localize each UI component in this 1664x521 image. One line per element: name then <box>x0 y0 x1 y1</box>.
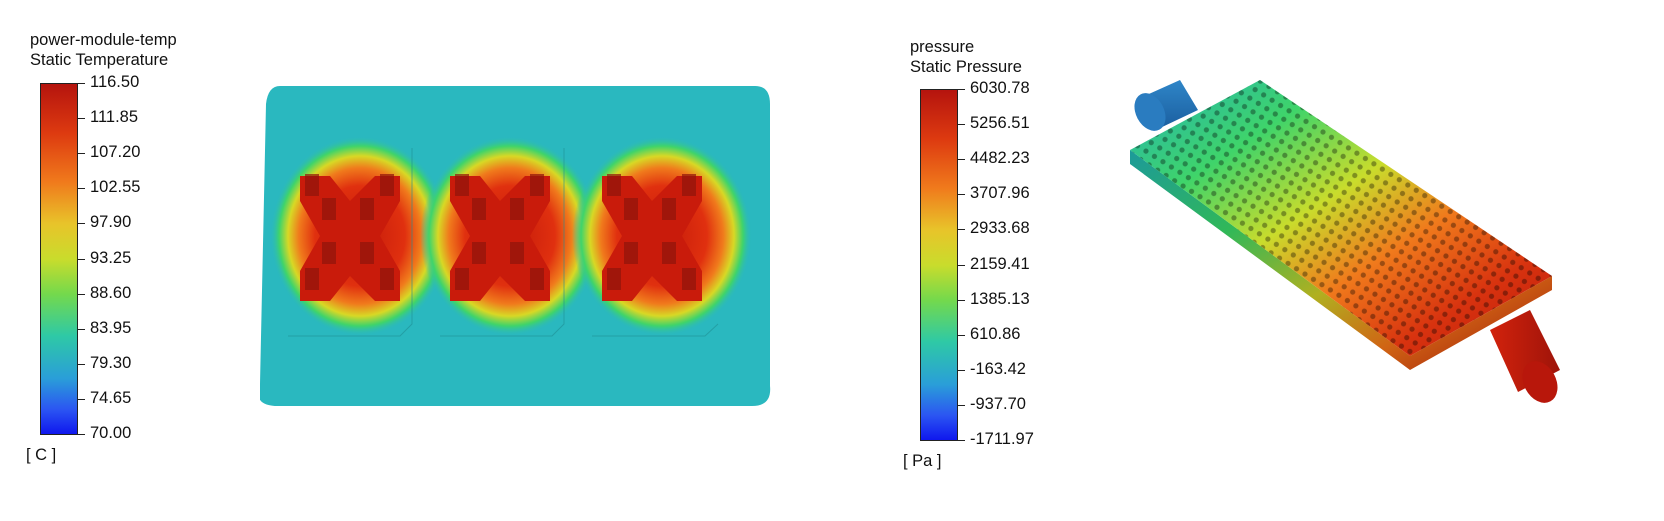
pressure-legend-title: pressure Static Pressure <box>910 37 1022 77</box>
pressure-unit: [ Pa ] <box>903 452 942 470</box>
pressure-ticks: 6030.78 5256.51 4482.23 3707.96 2933.68 … <box>958 79 1078 448</box>
pressure-contour-plot <box>1130 80 1560 403</box>
pressure-tick-label: -163.42 <box>970 360 1026 378</box>
outlet-pipe <box>1490 310 1560 403</box>
temperature-tick-label: 70.00 <box>90 424 132 442</box>
pressure-legend-line2: Static Pressure <box>910 58 1022 76</box>
temperature-legend-line2: Static Temperature <box>30 51 169 69</box>
temperature-legend-line1: power-module-temp <box>30 31 177 49</box>
temperature-tick-label: 93.25 <box>90 249 132 267</box>
pressure-tick-label: 2933.68 <box>970 219 1030 237</box>
pressure-legend-line1: pressure <box>910 38 975 56</box>
temperature-unit: [ C ] <box>26 446 57 464</box>
pressure-tick-label: 1385.13 <box>970 290 1030 308</box>
pressure-tick-label: 6030.78 <box>970 79 1030 97</box>
temperature-colorbar <box>40 83 78 435</box>
pressure-tick-label: -1711.97 <box>970 430 1034 448</box>
pressure-tick-label: 610.86 <box>970 325 1021 343</box>
temperature-tick-label: 74.65 <box>90 389 132 407</box>
temperature-ticks: 116.50 111.85 107.20 102.55 97.90 93.25 … <box>78 73 198 442</box>
pressure-tick-label: 3707.96 <box>970 184 1030 202</box>
temperature-tick-label: 97.90 <box>90 213 132 231</box>
pressure-tick-label: 4482.23 <box>970 149 1030 167</box>
pressure-tick-label: 2159.41 <box>970 255 1030 273</box>
temperature-tick-label: 83.95 <box>90 319 132 337</box>
temperature-tick-label: 111.85 <box>90 108 139 126</box>
temperature-tick-label: 79.30 <box>90 354 132 372</box>
temperature-legend-title: power-module-temp Static Temperature <box>30 30 177 70</box>
inlet-pipe <box>1134 80 1198 131</box>
temperature-tick-label: 102.55 <box>90 178 141 196</box>
pressure-tick-label: 5256.51 <box>970 114 1030 132</box>
pressure-tick-label: -937.70 <box>970 395 1026 413</box>
temperature-tick-label: 116.50 <box>90 73 140 91</box>
pressure-colorbar <box>920 89 958 441</box>
temperature-contour-plot <box>260 86 771 406</box>
temperature-tick-label: 88.60 <box>90 284 132 302</box>
temperature-tick-label: 107.20 <box>90 143 141 161</box>
